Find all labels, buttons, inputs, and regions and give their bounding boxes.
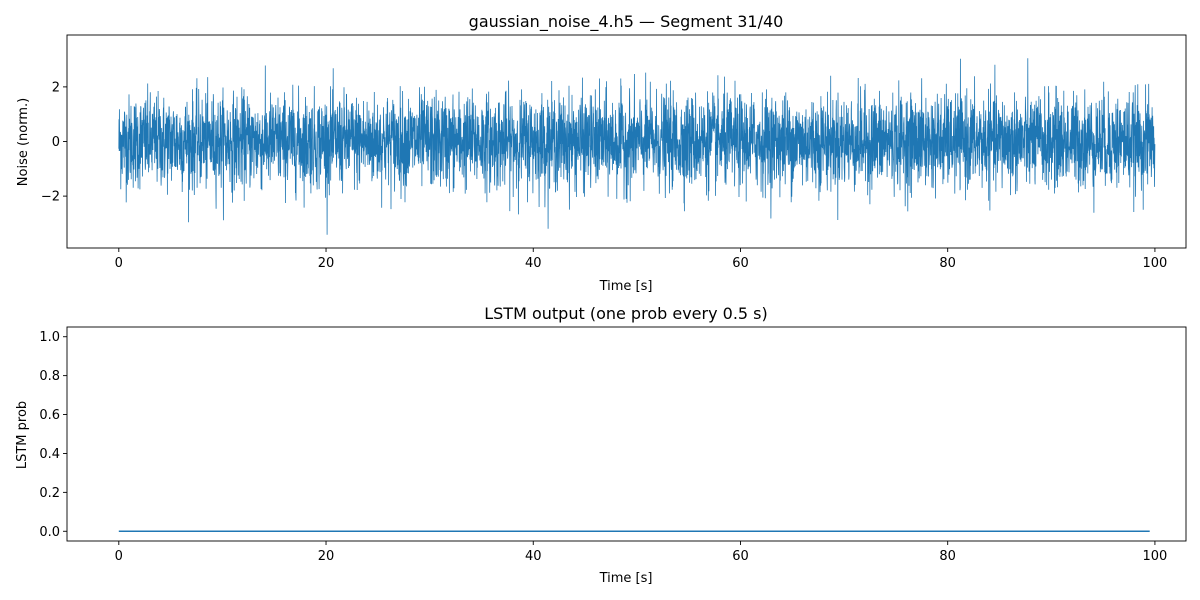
noise-panel-ytick-label: 0 [52, 135, 60, 150]
lstm-panel-title: LSTM output (one prob every 0.5 s) [484, 304, 768, 323]
lstm-panel-xtick-label: 60 [732, 549, 749, 564]
noise-panel-ytick-label: 2 [52, 80, 60, 95]
noise-panel-xtick-label: 40 [525, 256, 542, 271]
noise-panel-xtick-label: 0 [115, 256, 123, 271]
lstm-panel-ytick-label: 0.8 [39, 369, 60, 384]
lstm-panel-ylabel: LSTM prob [15, 401, 30, 469]
lstm-panel-ytick-label: 0.4 [39, 447, 60, 462]
lstm-panel-ytick-label: 0.2 [39, 486, 60, 501]
noise-panel-title: gaussian_noise_4.h5 — Segment 31/40 [469, 12, 784, 32]
noise-panel-ylabel: Noise (norm.) [16, 98, 31, 186]
lstm-panel-xtick-label: 20 [318, 549, 335, 564]
lstm-panel: LSTM output (one prob every 0.5 s) Time … [15, 304, 1187, 586]
lstm-panel-ytick-label: 0.0 [39, 525, 60, 540]
lstm-panel-ytick-label: 0.6 [39, 408, 60, 423]
lstm-panel-xlabel: Time [s] [599, 571, 653, 586]
lstm-panel-xtick-label: 0 [115, 549, 123, 564]
lstm-panel-xtick-label: 40 [525, 549, 542, 564]
noise-panel-xlabel: Time [s] [599, 279, 653, 294]
noise-panel-xtick-label: 80 [939, 256, 956, 271]
noise-panel-xtick-label: 100 [1143, 256, 1168, 271]
noise-panel-ytick-label: −2 [41, 190, 60, 205]
noise-panel-xtick-label: 60 [732, 256, 749, 271]
lstm-panel-xtick-label: 80 [939, 549, 956, 564]
noise-panel-series-line-0 [118, 58, 1156, 235]
noise-panel: gaussian_noise_4.h5 — Segment 31/40 Time… [16, 12, 1187, 294]
noise-panel-xtick-label: 20 [318, 256, 335, 271]
lstm-panel-xtick-label: 100 [1143, 549, 1168, 564]
lstm-panel-ytick-label: 1.0 [39, 330, 60, 345]
lstm-panel-plot-frame [66, 326, 1187, 542]
